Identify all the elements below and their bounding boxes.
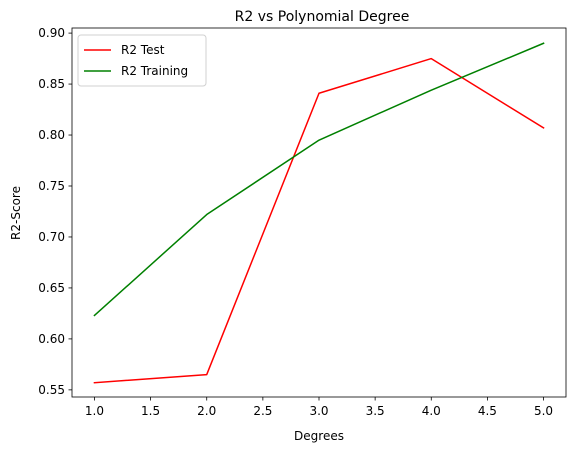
x-axis-ticks: 1.0 1.5 2.0 2.5 3.0 3.5 4.0 4.5 5.0 bbox=[85, 397, 553, 418]
legend: R2 Test R2 Training bbox=[77, 34, 207, 87]
legend-box bbox=[77, 34, 207, 87]
legend-label-r2-test: R2 Test bbox=[121, 43, 165, 57]
y-tick-label: 0.90 bbox=[38, 26, 65, 40]
y-tick-label: 0.60 bbox=[38, 332, 65, 346]
series-line-r2-training bbox=[93, 42, 545, 317]
x-tick-label: 2.0 bbox=[197, 404, 216, 418]
x-tick-label: 4.0 bbox=[422, 404, 441, 418]
x-tick-label: 1.5 bbox=[141, 404, 160, 418]
x-tick-label: 3.0 bbox=[309, 404, 328, 418]
x-tick-label: 4.5 bbox=[478, 404, 497, 418]
y-tick-label: 0.70 bbox=[38, 230, 65, 244]
y-axis-label: R2-Score bbox=[9, 186, 23, 240]
y-tick-label: 0.65 bbox=[38, 281, 65, 295]
plot-frame bbox=[71, 27, 567, 398]
y-axis-ticks: 0.55 0.60 0.65 0.70 0.75 0.80 0.85 0.90 bbox=[38, 26, 72, 397]
y-tick-label: 0.85 bbox=[38, 77, 65, 91]
y-tick-label: 0.75 bbox=[38, 179, 65, 193]
x-axis-label: Degrees bbox=[294, 429, 344, 443]
legend-label-r2-training: R2 Training bbox=[121, 64, 188, 78]
y-tick-label: 0.80 bbox=[38, 128, 65, 142]
chart-title: R2 vs Polynomial Degree bbox=[235, 9, 410, 25]
x-tick-label: 2.5 bbox=[253, 404, 272, 418]
x-tick-label: 5.0 bbox=[534, 404, 553, 418]
plot-series bbox=[93, 42, 545, 384]
y-tick-label: 0.55 bbox=[38, 383, 65, 397]
x-tick-label: 1.0 bbox=[85, 404, 104, 418]
series-line-r2-test bbox=[93, 57, 545, 384]
x-tick-label: 3.5 bbox=[366, 404, 385, 418]
